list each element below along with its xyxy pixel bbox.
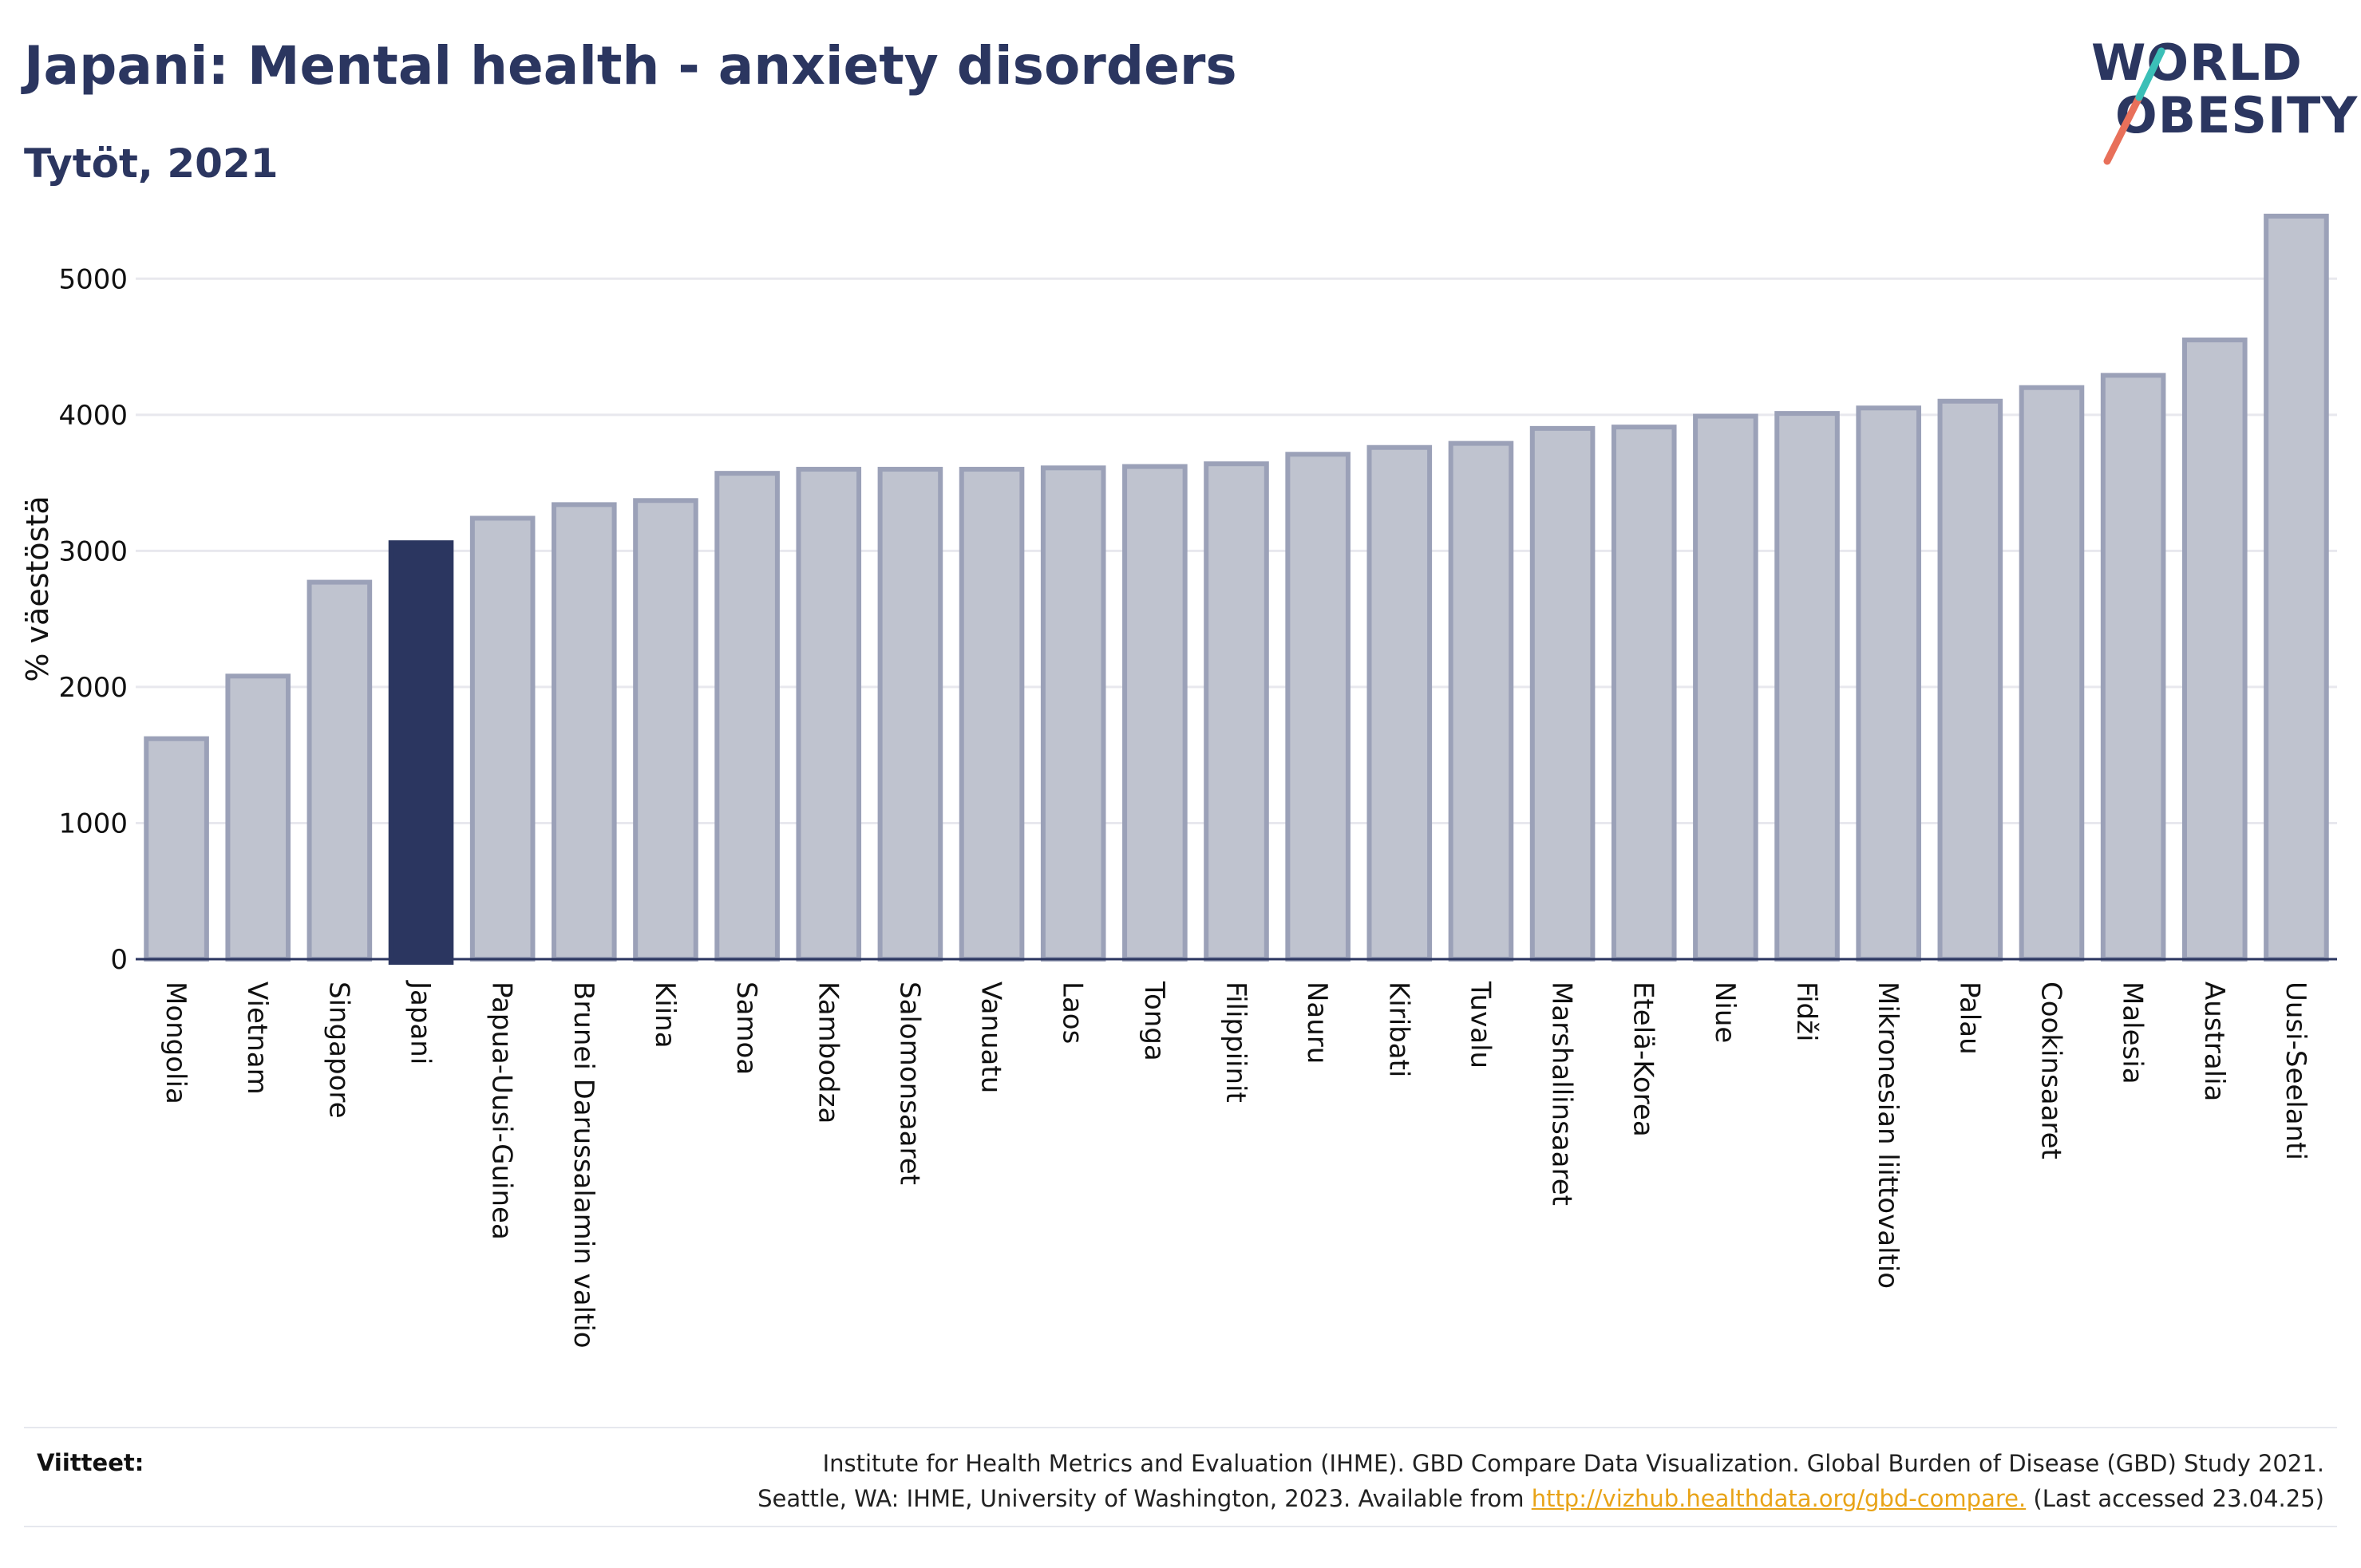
reference-line-1: Institute for Health Metrics and Evaluat… [822,1450,2324,1477]
x-tick-label: Mikronesian liittovaltio [1872,981,1904,1289]
page-title: Japani: Mental health - anxiety disorder… [24,35,1237,97]
bar-mikronesian-liittovaltio [1856,405,1921,962]
x-tick-label: Palau [1953,981,1985,1055]
y-tick-label: 1000 [58,808,128,839]
logo-line1: WORLD [2091,34,2303,92]
y-tick-label: 5000 [58,263,128,295]
x-tick-label: Cookinsaaret [2035,981,2066,1159]
bar-marshallinsaaret [1529,425,1596,962]
x-tick-label: Laos [1057,981,1089,1044]
bar-nauru [1285,452,1351,962]
x-tick-label: Tuvalu [1464,981,1496,1068]
reference-line-2-suffix: (Last accessed 23.04.25) [2026,1485,2324,1512]
references-text: Institute for Health Metrics and Evaluat… [757,1446,2324,1516]
x-tick-label: Malesia [2117,981,2149,1084]
x-tick-label: Kambodza [812,981,844,1124]
bar-cookinsaaret [2019,385,2085,962]
footer-divider-top [24,1427,2337,1428]
bar-australia [2181,338,2248,962]
y-axis-label: % väestöstä [20,496,55,681]
bar-laos [1040,465,1106,962]
bar-filippiinit [1204,461,1269,962]
bar-fidži [1774,411,1840,962]
bars [144,213,2329,965]
logo-slash-icon [2103,47,2165,165]
bar-japani [388,540,454,965]
x-tick-label: Kiina [649,981,681,1049]
bar-kiina [633,498,698,962]
x-tick-label: Uusi-Seelanti [2280,981,2312,1160]
y-tick-label: 0 [110,944,128,976]
page-subtitle: Tytöt, 2021 [24,140,279,187]
bar-palau [1937,398,2003,962]
gbd-compare-link[interactable]: http://vizhub.healthdata.org/gbd-compare… [1531,1485,2027,1512]
x-tick-label: Brunei Darussalamin valtio [568,981,599,1349]
bar-papua-uusi-guinea [469,515,536,962]
x-tick-label: Singapore [322,981,354,1119]
bar-singapore [306,579,373,962]
bar-etelä-korea [1611,425,1677,962]
bar-samoa [714,471,780,962]
x-tick-label: Filippiinit [1220,981,1252,1103]
y-tick-label: 3000 [58,535,128,567]
x-tick-label: Papua-Uusi-Guinea [486,981,518,1240]
x-tick-label: Mongolia [160,981,192,1104]
x-tick-label: Etelä-Korea [1627,981,1659,1137]
bar-tonga [1122,464,1188,962]
logo-line2: OBESITY [2115,86,2359,144]
bar-mongolia [144,736,209,962]
x-tick-label: Australia [2198,981,2230,1101]
footer-divider-bottom [24,1526,2337,1527]
x-tick-label: Salomonsaaret [893,981,925,1185]
bar-tuvalu [1448,440,1514,962]
x-tick-label: Fidži [1790,981,1822,1041]
y-tick-label: 2000 [58,672,128,704]
bar-vanuatu [959,467,1025,962]
y-axis-ticks: 0 1000 2000 3000 4000 5000 [58,263,128,976]
bar-kiribati [1366,444,1433,962]
x-tick-label: Marshallinsaaret [1546,981,1578,1206]
x-tick-label: Tonga [1138,981,1170,1061]
bar-uusi-seelanti [2264,213,2329,962]
x-tick-label: Niue [1709,981,1741,1043]
reference-line-2: Seattle, WA: IHME, University of Washing… [757,1481,2324,1516]
reference-line-2-prefix: Seattle, WA: IHME, University of Washing… [757,1485,1532,1512]
x-tick-label: Vietnam [241,981,273,1095]
x-tick-label: Nauru [1301,981,1333,1064]
bar-vietnam [225,673,291,962]
x-tick-label: Japani [405,980,437,1064]
bar-chart: 0 1000 2000 3000 4000 5000 Mongolia Vietnam Sin… [20,213,2337,1349]
bar-malesia [2100,373,2166,962]
x-tick-label: Vanuatu [975,981,1007,1093]
world-obesity-logo: WORLD OBESITY [2083,34,2357,169]
references-label: Viitteet: [37,1449,144,1476]
bar-brunei-darussalamin-valtio [552,502,617,962]
x-axis-labels: Mongolia Vietnam Singapore Japani Papua-Uusi… [160,980,2312,1349]
bar-niue [1693,413,1758,962]
y-tick-label: 4000 [58,400,128,432]
x-tick-label: Kiribati [1382,981,1414,1077]
bar-kambodza [796,467,862,962]
x-tick-label: Samoa [730,981,762,1075]
bar-salomonsaaret [877,467,943,962]
